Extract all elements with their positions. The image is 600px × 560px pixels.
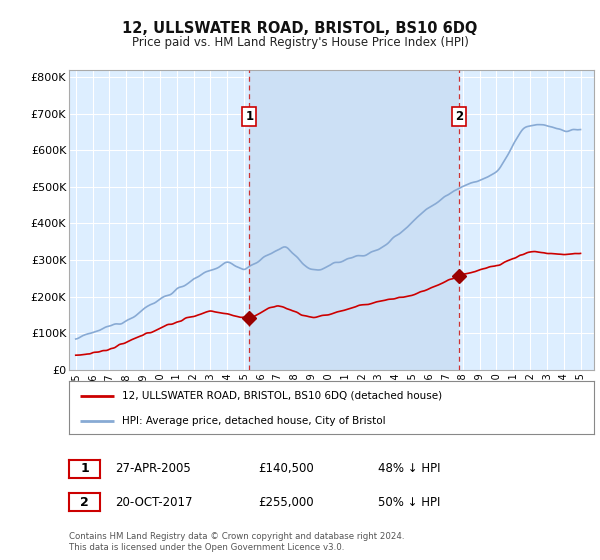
Text: HPI: Average price, detached house, City of Bristol: HPI: Average price, detached house, City…: [121, 416, 385, 426]
Text: £140,500: £140,500: [258, 462, 314, 475]
Text: Contains HM Land Registry data © Crown copyright and database right 2024.
This d: Contains HM Land Registry data © Crown c…: [69, 532, 404, 552]
Text: 2: 2: [455, 110, 463, 123]
Text: 50% ↓ HPI: 50% ↓ HPI: [378, 496, 440, 509]
Text: 1: 1: [80, 462, 89, 475]
Text: £255,000: £255,000: [258, 496, 314, 509]
Text: 12, ULLSWATER ROAD, BRISTOL, BS10 6DQ (detached house): 12, ULLSWATER ROAD, BRISTOL, BS10 6DQ (d…: [121, 391, 442, 401]
Text: 1: 1: [245, 110, 253, 123]
Text: 20-OCT-2017: 20-OCT-2017: [115, 496, 193, 509]
Text: 2: 2: [80, 496, 89, 509]
Text: 48% ↓ HPI: 48% ↓ HPI: [378, 462, 440, 475]
Text: 27-APR-2005: 27-APR-2005: [115, 462, 191, 475]
Text: 12, ULLSWATER ROAD, BRISTOL, BS10 6DQ: 12, ULLSWATER ROAD, BRISTOL, BS10 6DQ: [122, 21, 478, 36]
Text: Price paid vs. HM Land Registry's House Price Index (HPI): Price paid vs. HM Land Registry's House …: [131, 36, 469, 49]
Bar: [250, 70, 460, 370]
